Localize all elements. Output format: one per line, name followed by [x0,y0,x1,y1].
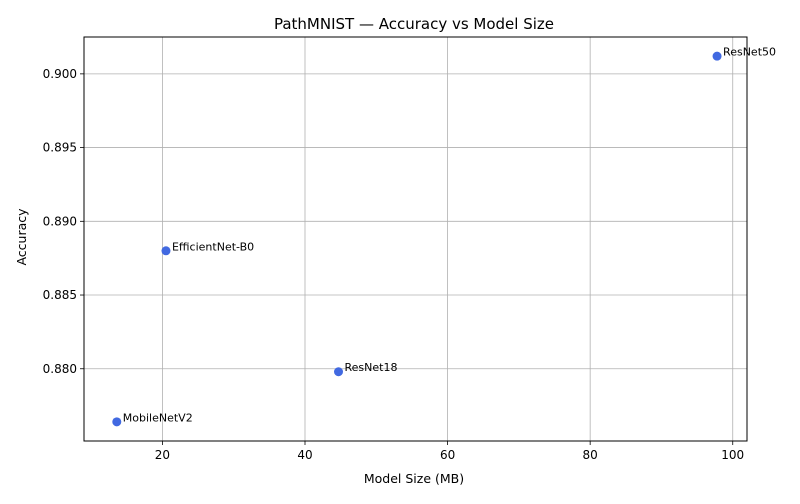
y-tick-label: 0.885 [43,288,77,302]
x-tick-label: 100 [721,448,744,462]
data-points: MobileNetV2 EfficientNet-B0 ResNet18 ResNet… [112,46,776,427]
data-point [712,51,722,61]
x-tick-label: 80 [583,448,598,462]
data-point-label: MobileNetV2 [123,411,193,424]
plot-frame [83,36,748,442]
x-tick-label: 60 [440,448,455,462]
data-point-label: ResNet50 [723,46,776,59]
data-point-label: ResNet18 [345,361,398,374]
data-point [334,367,344,377]
y-axis-label: Accuracy [14,208,29,266]
x-axis-label: Model Size (MB) [364,471,464,486]
data-point-label: EfficientNet-B0 [172,240,254,253]
y-axis-ticks: 0.880 0.885 0.890 0.895 0.900 [43,67,84,376]
x-tick-label: 40 [297,448,312,462]
y-tick-label: 0.900 [43,67,77,81]
x-tick-label: 20 [155,448,170,462]
x-axis-ticks: 20 40 60 80 100 [155,441,744,462]
grid-lines [84,37,747,441]
y-tick-label: 0.890 [43,214,77,228]
y-tick-label: 0.880 [43,362,77,376]
data-point [161,246,171,256]
chart-title: PathMNIST — Accuracy vs Model Size [274,15,554,33]
data-point [112,417,122,427]
y-tick-label: 0.895 [43,141,77,155]
